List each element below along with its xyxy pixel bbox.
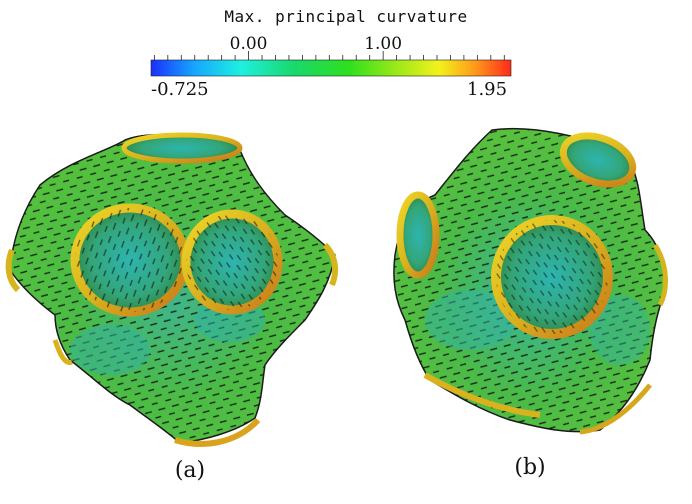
- colorbar-min-label: -0.725: [151, 79, 209, 100]
- panel-label-b: (b): [514, 455, 546, 480]
- colorbar-max-label: 1.95: [467, 79, 508, 100]
- colorbar-tick-label: 1.00: [364, 34, 403, 54]
- surface-a: [5, 132, 339, 447]
- colorbar: [150, 51, 512, 77]
- colorbar-gradient: [150, 59, 512, 77]
- colorbar-title: Max. principal curvature: [224, 7, 468, 26]
- hole-b-top: [559, 132, 637, 188]
- panel-label-a: (a): [174, 458, 206, 483]
- surface-b: [393, 128, 668, 435]
- hole-b-left: [396, 191, 440, 279]
- colorbar-tick-label: 0.00: [229, 34, 268, 54]
- colorbar-ticks: [153, 51, 505, 60]
- hole-rim-a-top: [121, 132, 243, 164]
